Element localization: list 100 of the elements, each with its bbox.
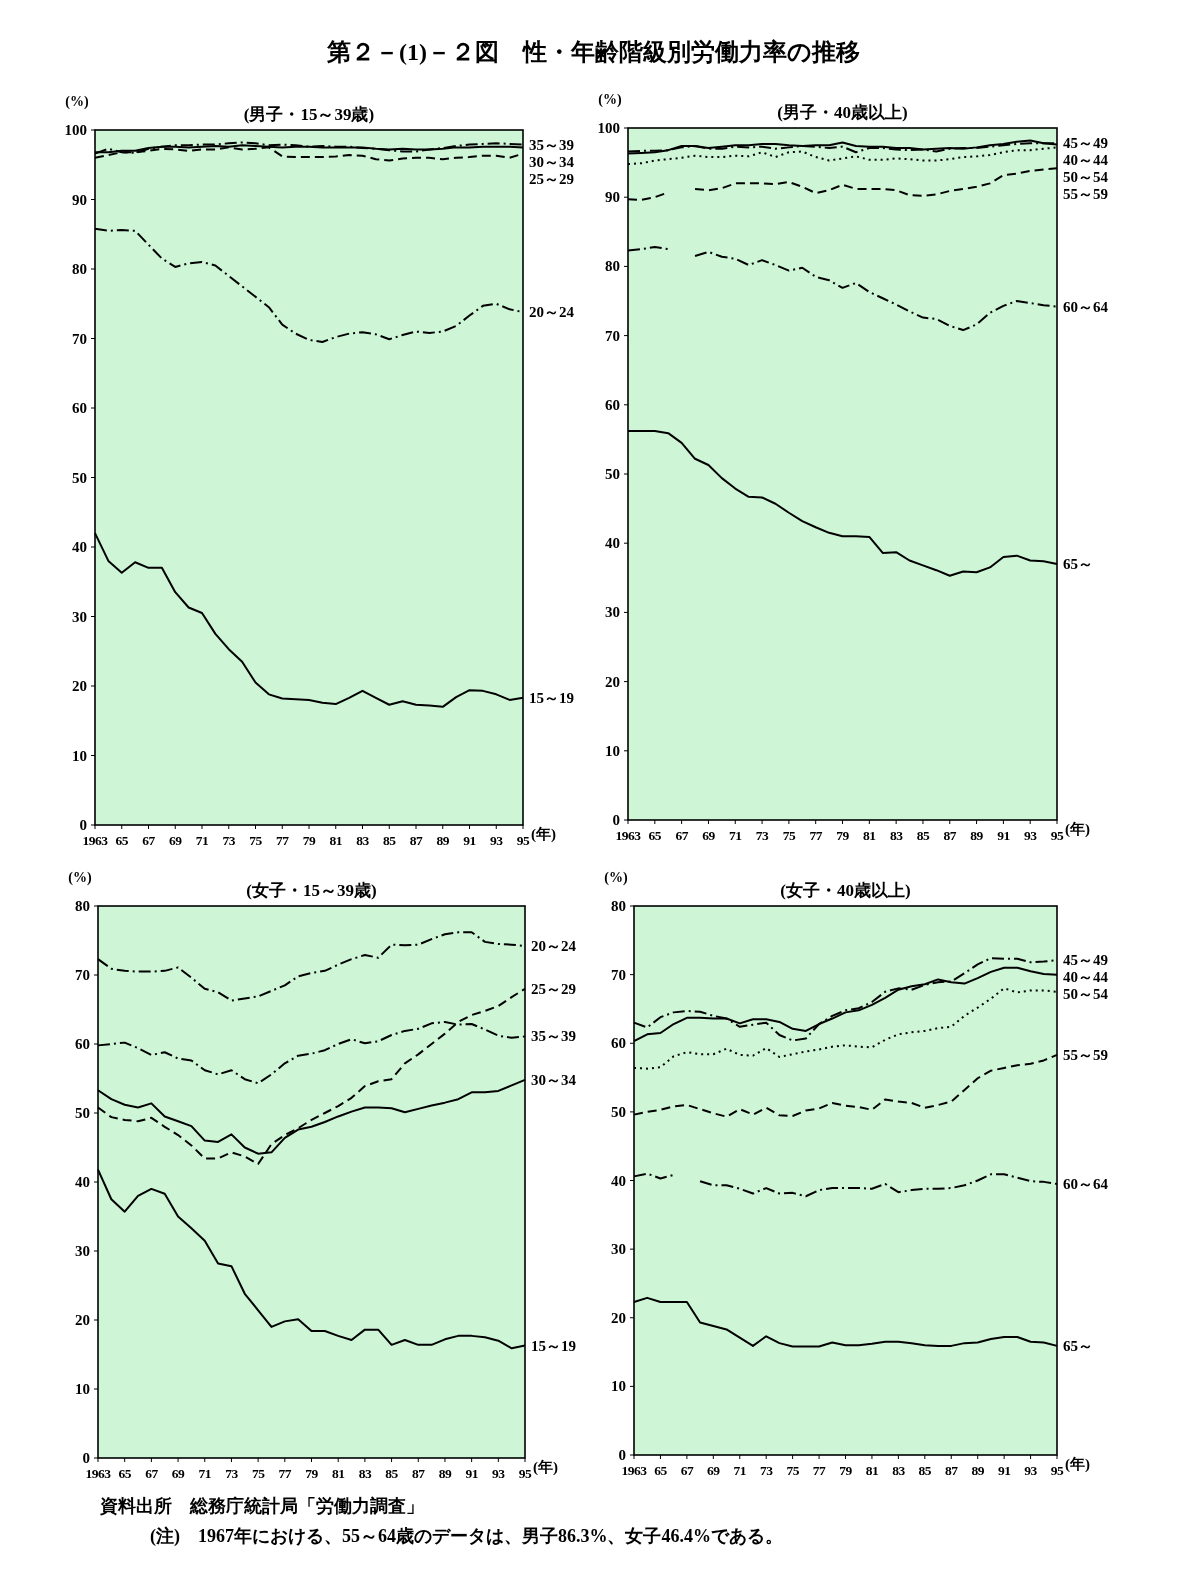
x-tick-label: 65 [654,1463,668,1478]
y-tick-label: 0 [618,1447,626,1463]
y-tick-label: 100 [64,122,87,138]
x-tick-label: 89 [970,828,984,843]
x-tick-label: 93 [492,1466,506,1481]
y-tick-label: 0 [82,1450,90,1466]
y-tick-label: 50 [75,1105,90,1121]
series-label: 20～24 [529,304,575,321]
x-tick-label: 75 [782,828,796,843]
x-tick-label: 95 [516,833,530,848]
y-axis-title: (%) [604,870,628,886]
x-tick-label: 1963 [615,828,642,843]
y-tick-label: 30 [611,1241,626,1258]
x-tick-label: 1963 [82,833,109,848]
x-tick-label: 83 [892,1463,906,1478]
x-axis-title: (年) [1065,821,1090,838]
x-tick-label: 71 [198,1466,212,1481]
x-tick-label: 65 [118,1466,132,1481]
x-tick-label: 83 [889,828,904,843]
x-tick-label: 91 [997,828,1011,843]
y-tick-label: 80 [72,261,87,277]
y-tick-label: 70 [605,327,620,344]
series-label: 60～64 [1063,298,1109,315]
x-tick-label: 95 [1050,1463,1064,1478]
y-tick-label: 60 [75,1036,90,1052]
x-tick-label: 81 [329,833,343,848]
y-tick-label: 20 [605,673,620,690]
y-tick-label: 70 [75,967,90,983]
x-tick-label: 83 [358,1466,372,1481]
text: (注) 1967年における、55～64歳のデータは、男子86.3%、女子46.4%である。 [150,1526,783,1547]
y-tick-label: 60 [611,1035,626,1052]
x-tick-label: 89 [971,1463,985,1478]
series-label: 20～24 [531,938,577,955]
x-tick-label: 67 [142,833,156,848]
y-tick-label: 20 [611,1309,626,1326]
x-tick-label: 79 [305,1466,319,1481]
x-tick-label: 85 [383,833,397,848]
y-tick-label: 90 [72,191,87,208]
x-tick-label: 85 [385,1466,399,1481]
x-axis-title: (年) [533,1459,558,1476]
x-tick-label: 89 [436,833,450,848]
x-tick-label: 87 [409,833,423,848]
y-tick-label: 100 [597,120,620,136]
series-label: 65～ [1063,555,1093,572]
series-label: 45～49 [1063,135,1108,152]
x-tick-label: 1963 [85,1466,112,1481]
x-tick-label: 85 [916,828,930,843]
x-tick-label: 79 [839,1463,853,1478]
x-tick-label: 65 [648,828,662,843]
y-axis-title: (%) [65,94,89,110]
y-tick-label: 60 [605,396,620,413]
y-tick-label: 50 [605,466,620,482]
x-tick-label: 81 [863,828,877,843]
y-tick-label: 30 [605,604,620,621]
series-label: 65～ [1063,1337,1093,1354]
x-tick-label: 87 [943,828,957,843]
y-axis-title: (%) [68,870,92,886]
y-axis-title: (%) [598,92,622,108]
x-tick-label: 77 [809,828,823,843]
series-label: 35～39 [529,136,574,153]
y-tick-label: 50 [611,1103,626,1120]
series-label: 50～54 [1063,986,1109,1003]
y-tick-label: 20 [72,678,87,694]
text: 第２－(1)－２図 性・年齢階級別労働力率の推移 [326,39,860,65]
x-tick-label: 69 [707,1463,721,1478]
series-label: 45～49 [1063,952,1108,969]
x-tick-label: 67 [145,1466,159,1481]
x-tick-label: 91 [997,1463,1012,1478]
series-label: 50～54 [1063,169,1109,186]
y-tick-label: 80 [605,258,620,275]
x-tick-label: 87 [945,1463,959,1478]
y-tick-label: 20 [75,1312,90,1328]
series-label: 25～29 [531,980,576,997]
y-tick-label: 0 [612,812,620,828]
y-tick-label: 70 [72,330,87,347]
x-tick-label: 81 [331,1466,346,1481]
x-tick-label: 81 [865,1463,879,1478]
x-tick-label: 67 [680,1463,694,1478]
text: 資料出所 総務庁統計局「労働力調査」 [99,1496,424,1516]
x-tick-label: 91 [463,833,477,848]
x-tick-label: 77 [812,1463,827,1478]
x-tick-label: 73 [222,833,236,848]
y-tick-label: 60 [72,400,87,416]
y-tick-label: 30 [72,608,87,625]
series-label: 55～59 [1063,186,1108,203]
x-axis-title: (年) [1065,1456,1090,1473]
x-tick-label: 73 [759,1463,774,1478]
chart-subtitle: (女子・40歳以上) [780,881,911,900]
x-tick-label: 93 [490,833,504,848]
x-tick-label: 73 [225,1466,239,1481]
x-axis-title: (年) [531,826,556,843]
series-label: 15～19 [529,689,574,706]
y-tick-label: 40 [611,1172,626,1189]
y-tick-label: 10 [611,1378,626,1395]
series-label: 40～44 [1063,969,1109,986]
x-tick-label: 77 [278,1466,292,1481]
y-tick-label: 40 [75,1174,90,1190]
x-tick-label: 69 [702,828,716,843]
x-tick-label: 73 [755,828,770,843]
x-tick-label: 1963 [621,1463,648,1478]
